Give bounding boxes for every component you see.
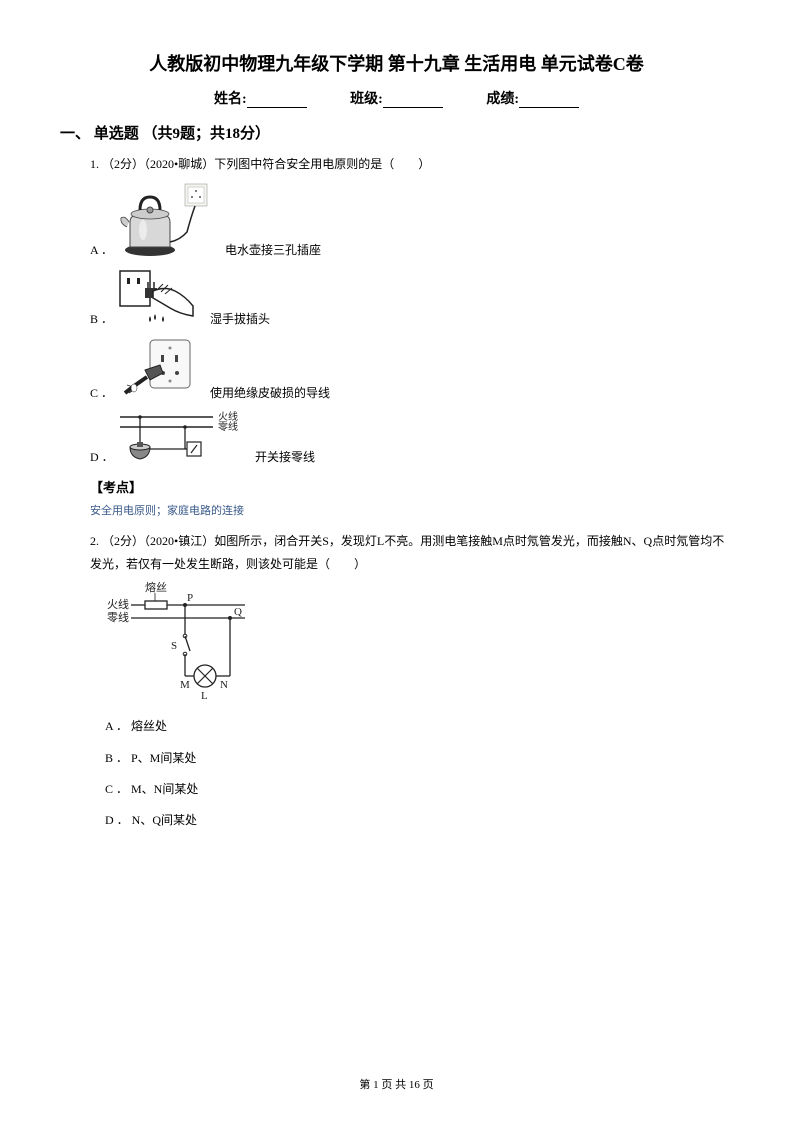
class-label: 班级: [350,92,383,107]
option-text: 开关接零线 [255,448,315,469]
q2-option-d: D ． N、Q间某处 [105,805,733,836]
q2-option-a: A ． 熔丝处 [105,711,733,742]
option-label: A ． [90,241,115,262]
option-text: 电水壶接三孔插座 [225,241,321,262]
name-label: 姓名: [214,92,247,107]
n-label: N [220,679,228,691]
option-text: 湿手拔插头 [210,310,270,331]
name-blank [247,94,307,108]
q1-stem: 1. （2分）（2020•聊城）下列图中符合安全用电原则的是（ ） [90,153,733,176]
kaodian-text: 安全用电原则；家庭电路的连接 [90,502,733,518]
wet-hand-plug-image [115,266,200,331]
q2-stem: 2. （2分）（2020•镇江）如图所示，闭合开关S，发现灯L不亮。用测电笔接触… [90,530,733,576]
neutral-wire-label: 零线 [218,420,238,433]
q1-option-d: D ． 火线 零线 开关接零线 [90,409,733,469]
m-label: M [180,679,190,691]
score-label: 成绩: [486,92,519,107]
neutral-label: 零线 [107,610,129,624]
option-text: 使用绝缘皮破损的导线 [210,384,330,405]
damaged-wire-image [115,335,200,405]
option-label: C ． [90,384,115,405]
kaodian-label: 【考点】 [90,477,733,496]
fuse-label: 熔丝 [145,581,167,594]
q1-option-c: C ． 使用绝缘皮破损的导线 [90,335,733,405]
section-header: 一、 单选题 （共9题；共18分） [60,122,733,143]
q2-option-b: B ． P、M间某处 [105,743,733,774]
q2-circuit-image: 熔丝 火线 零线 P Q S L M N [105,581,733,701]
p-label: P [187,592,193,604]
q-label: Q [234,606,242,618]
class-blank [383,94,443,108]
q1-option-b: B ． 湿手拔插头 [90,266,733,331]
student-info-row: 姓名: 班级: 成绩: [60,88,733,108]
s-label: S [171,640,177,652]
q1-option-a: A ． 电水壶接三孔插座 [90,182,733,262]
switch-neutral-image: 火线 零线 [115,409,245,469]
option-label: B ． [90,310,115,331]
option-label: D ． [90,448,115,469]
kettle-socket-image [115,182,215,262]
l-label: L [201,690,208,701]
page-title: 人教版初中物理九年级下学期 第十九章 生活用电 单元试卷C卷 [60,50,733,76]
live-label: 火线 [107,597,129,611]
page-footer: 第 1 页 共 16 页 [0,1076,793,1092]
q2-option-c: C ． M、N间某处 [105,774,733,805]
score-blank [519,94,579,108]
